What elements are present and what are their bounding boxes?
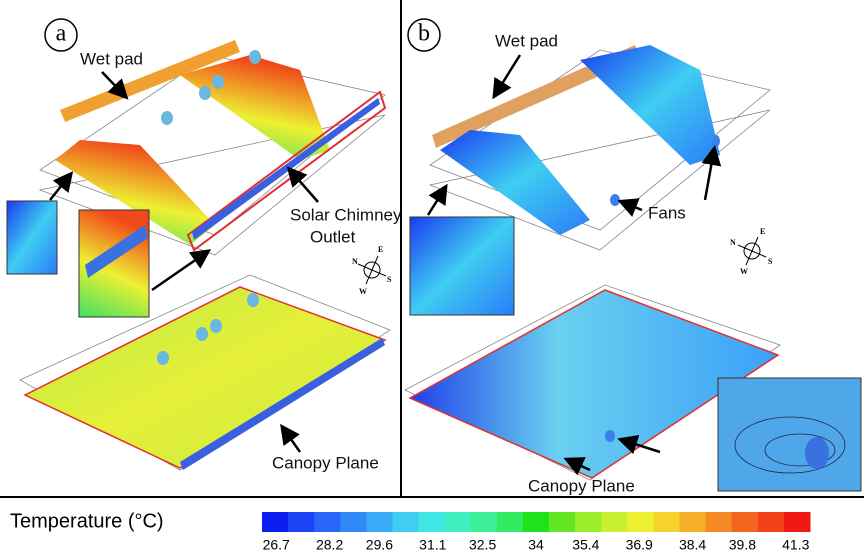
colorbar-block bbox=[419, 512, 446, 532]
arrow bbox=[495, 55, 520, 95]
colorbar-tick-label: 32.5 bbox=[469, 537, 496, 553]
render-a-bottom bbox=[20, 275, 390, 470]
annotation: Outlet bbox=[310, 227, 356, 246]
arrow bbox=[290, 170, 318, 202]
colorbar-block bbox=[575, 512, 602, 532]
annotation: Fans bbox=[648, 203, 686, 222]
colorbar-block bbox=[340, 512, 367, 532]
figure: a b Wet pad Solar Chimney Outlet Canopy … bbox=[0, 0, 864, 556]
colorbar-block bbox=[366, 512, 393, 532]
colorbar-tick-label: 41.3 bbox=[782, 537, 809, 553]
compass-letter: N bbox=[730, 238, 736, 247]
arrow bbox=[283, 428, 300, 452]
colorbar-tick-label: 28.2 bbox=[316, 537, 343, 553]
render-b-bottom bbox=[405, 285, 861, 491]
annotation: Solar Chimney bbox=[290, 205, 402, 224]
colorbar-tick-label: 39.8 bbox=[729, 537, 756, 553]
colorbar-block bbox=[706, 512, 733, 532]
annotation: Canopy Plane bbox=[272, 453, 379, 472]
colorbar-block bbox=[392, 512, 419, 532]
render-a-top bbox=[7, 40, 385, 317]
compass: N E S W bbox=[730, 227, 773, 276]
colorbar-tick-label: 26.7 bbox=[263, 537, 290, 553]
annotation: Wet pad bbox=[495, 31, 558, 50]
arrow bbox=[152, 252, 207, 290]
colorbar-block bbox=[680, 512, 707, 532]
annotation: Wet pad bbox=[80, 49, 143, 68]
panel-label: a bbox=[56, 21, 67, 47]
colorbar-title: Temperature (°C) bbox=[10, 510, 164, 532]
colorbar-block bbox=[601, 512, 628, 532]
colorbar-block bbox=[314, 512, 341, 532]
compass-letter: S bbox=[387, 275, 392, 284]
compass-letter: W bbox=[359, 287, 367, 296]
colorbar-block bbox=[784, 512, 811, 532]
render-b-top bbox=[410, 45, 770, 315]
colorbar-block bbox=[549, 512, 576, 532]
colorbar: 26.7 28.2 29.6 31.1 32.5 34 35.4 36.9 38.4 39.8 41… bbox=[262, 512, 811, 553]
colorbar-block bbox=[627, 512, 654, 532]
colorbar-block bbox=[471, 512, 498, 532]
colorbar-tick-label: 36.9 bbox=[626, 537, 653, 553]
colorbar-block bbox=[445, 512, 472, 532]
colorbar-tick-label: 38.4 bbox=[679, 537, 706, 553]
colorbar-tick-label: 31.1 bbox=[419, 537, 446, 553]
arrow bbox=[428, 188, 445, 215]
colorbar-block bbox=[497, 512, 524, 532]
compass-letter: E bbox=[760, 227, 765, 236]
compass: N E S W bbox=[352, 245, 392, 296]
colorbar-block bbox=[653, 512, 680, 532]
compass-letter: N bbox=[352, 257, 358, 266]
colorbar-tick-label: 34 bbox=[528, 537, 544, 553]
panel-label: b bbox=[418, 21, 430, 47]
colorbar-tick-label: 35.4 bbox=[572, 537, 599, 553]
annotation: Canopy Plane bbox=[528, 476, 635, 495]
colorbar-block bbox=[523, 512, 550, 532]
compass-letter: S bbox=[768, 257, 773, 266]
colorbar-block bbox=[262, 512, 289, 532]
colorbar-block bbox=[758, 512, 785, 532]
colorbar-tick-label: 29.6 bbox=[366, 537, 393, 553]
compass-letter: W bbox=[740, 267, 748, 276]
colorbar-block bbox=[288, 512, 315, 532]
colorbar-block bbox=[732, 512, 759, 532]
compass-letter: E bbox=[378, 245, 383, 254]
